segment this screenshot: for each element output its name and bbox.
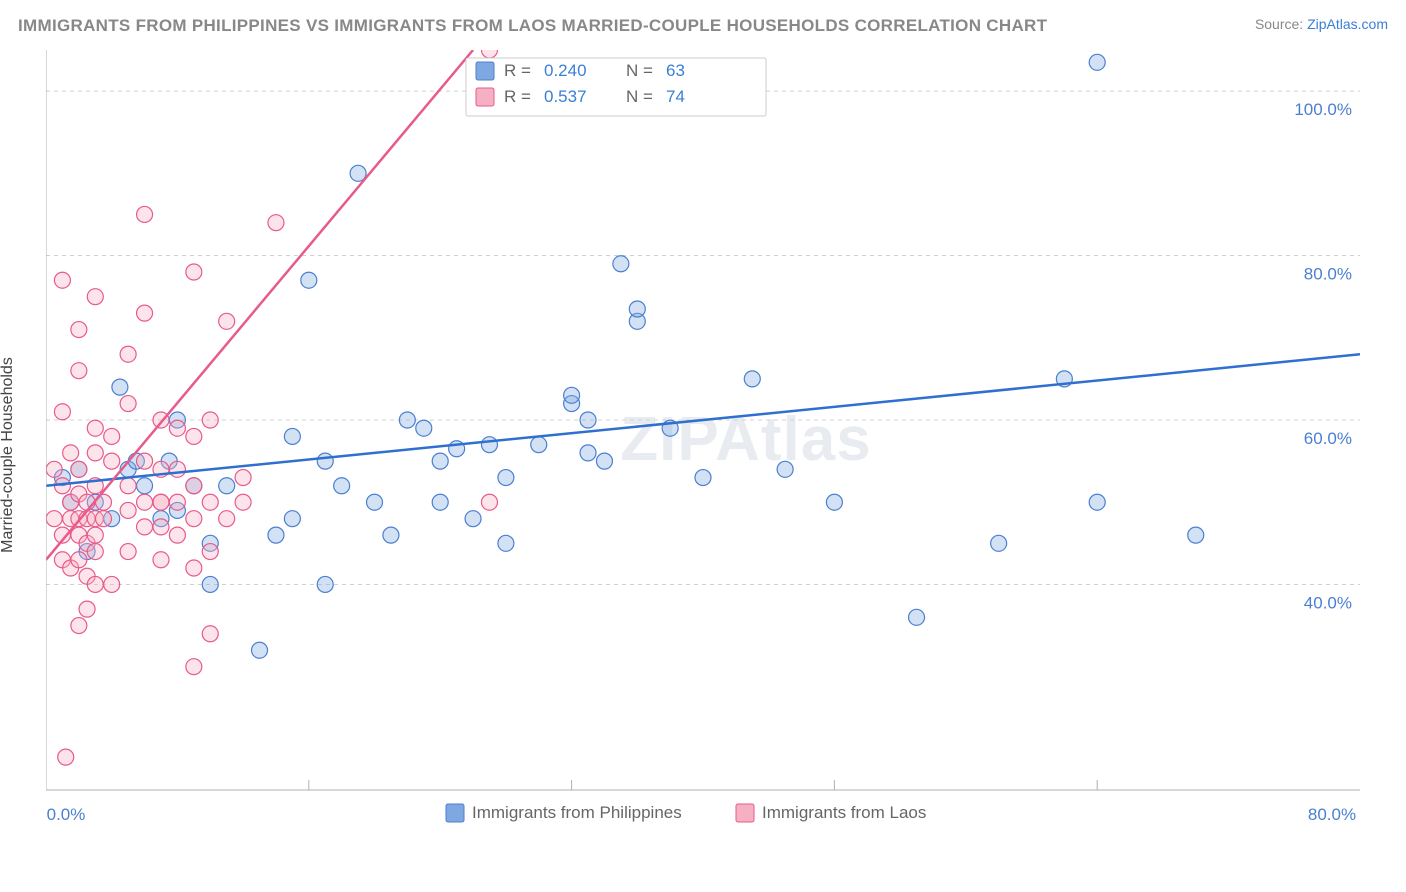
svg-text:0.537: 0.537 xyxy=(544,87,587,106)
svg-text:100.0%: 100.0% xyxy=(1294,100,1352,119)
header: IMMIGRANTS FROM PHILIPPINES VS IMMIGRANT… xyxy=(18,16,1388,36)
y-axis-label: Married-couple Households xyxy=(0,357,17,553)
svg-text:R =: R = xyxy=(504,61,531,80)
svg-text:0.240: 0.240 xyxy=(544,61,587,80)
svg-text:63: 63 xyxy=(666,61,685,80)
svg-text:N =: N = xyxy=(626,87,653,106)
correlation-legend: R = 0.240 N = 63 R = 0.537 N = 74 xyxy=(466,58,766,116)
svg-text:0.0%: 0.0% xyxy=(47,805,86,824)
chart-svg: ZIPAtlas 40.0%60.0%80.0%100.0% 0.0%80.0%… xyxy=(46,50,1360,830)
source-link[interactable]: ZipAtlas.com xyxy=(1307,16,1388,32)
legend-item-philippines: Immigrants from Philippines xyxy=(446,803,682,822)
svg-text:40.0%: 40.0% xyxy=(1304,593,1352,612)
source: Source: ZipAtlas.com xyxy=(1255,16,1388,32)
series-legend: Immigrants from Philippines Immigrants f… xyxy=(446,803,926,822)
legend-item-laos: Immigrants from Laos xyxy=(736,803,926,822)
source-prefix: Source: xyxy=(1255,16,1307,32)
svg-text:R =: R = xyxy=(504,87,531,106)
legend-label-philippines: Immigrants from Philippines xyxy=(472,803,682,822)
svg-text:80.0%: 80.0% xyxy=(1308,805,1356,824)
svg-text:N =: N = xyxy=(626,61,653,80)
svg-text:80.0%: 80.0% xyxy=(1304,265,1352,284)
chart-title: IMMIGRANTS FROM PHILIPPINES VS IMMIGRANT… xyxy=(18,16,1047,36)
plot-area: ZIPAtlas 40.0%60.0%80.0%100.0% 0.0%80.0%… xyxy=(46,50,1360,830)
svg-text:60.0%: 60.0% xyxy=(1304,429,1352,448)
svg-text:74: 74 xyxy=(666,87,685,106)
legend-label-laos: Immigrants from Laos xyxy=(762,803,926,822)
